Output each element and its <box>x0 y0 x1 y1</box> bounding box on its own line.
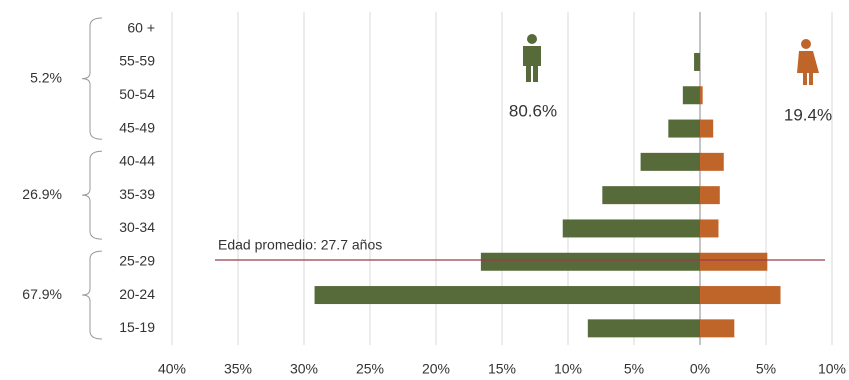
x-tick-label: 10% <box>554 361 582 377</box>
x-tick-label: 0% <box>690 361 710 377</box>
bar <box>700 286 781 305</box>
bar <box>700 319 735 338</box>
bar <box>562 219 700 238</box>
y-tick-label: 50-54 <box>119 86 155 102</box>
y-tick-label: 15-19 <box>119 319 155 335</box>
series-total: 19.4% <box>784 105 832 124</box>
x-tick-label: 40% <box>158 361 186 377</box>
male-icon <box>523 34 541 82</box>
group-bracket <box>81 17 103 140</box>
x-tick-label: 5% <box>756 361 776 377</box>
bar <box>587 319 700 338</box>
bar <box>682 86 700 105</box>
bar <box>700 152 724 171</box>
series-total: 80.6% <box>509 101 557 120</box>
average-label: Edad promedio: 27.7 años <box>218 237 382 253</box>
group-label: 5.2% <box>30 69 62 85</box>
y-tick-label: 45-49 <box>119 119 155 135</box>
bar <box>700 186 720 205</box>
x-tick-label: 5% <box>624 361 644 377</box>
bar <box>700 252 768 271</box>
bar <box>640 152 700 171</box>
group-bracket <box>81 150 103 240</box>
y-tick-label: 40-44 <box>119 153 155 169</box>
y-tick-label: 60 + <box>127 19 155 35</box>
group-bracket <box>81 250 103 340</box>
bar <box>700 219 719 238</box>
group-label: 26.9% <box>22 186 62 202</box>
group-label: 67.9% <box>22 286 62 302</box>
bar <box>480 252 700 271</box>
bar <box>668 119 700 138</box>
x-tick-label: 10% <box>818 361 846 377</box>
bar <box>314 286 700 305</box>
y-tick-label: 20-24 <box>119 286 155 302</box>
y-tick-label: 55-59 <box>119 53 155 69</box>
x-tick-label: 25% <box>356 361 384 377</box>
bar <box>700 86 703 105</box>
x-tick-label: 35% <box>224 361 252 377</box>
y-tick-label: 30-34 <box>119 219 155 235</box>
female-icon <box>797 39 819 85</box>
x-tick-label: 15% <box>488 361 516 377</box>
x-tick-label: 20% <box>422 361 450 377</box>
bar <box>694 52 700 71</box>
bar <box>700 119 714 138</box>
y-tick-label: 25-29 <box>119 252 155 268</box>
bar <box>602 186 700 205</box>
x-tick-label: 30% <box>290 361 318 377</box>
y-tick-label: 35-39 <box>119 186 155 202</box>
